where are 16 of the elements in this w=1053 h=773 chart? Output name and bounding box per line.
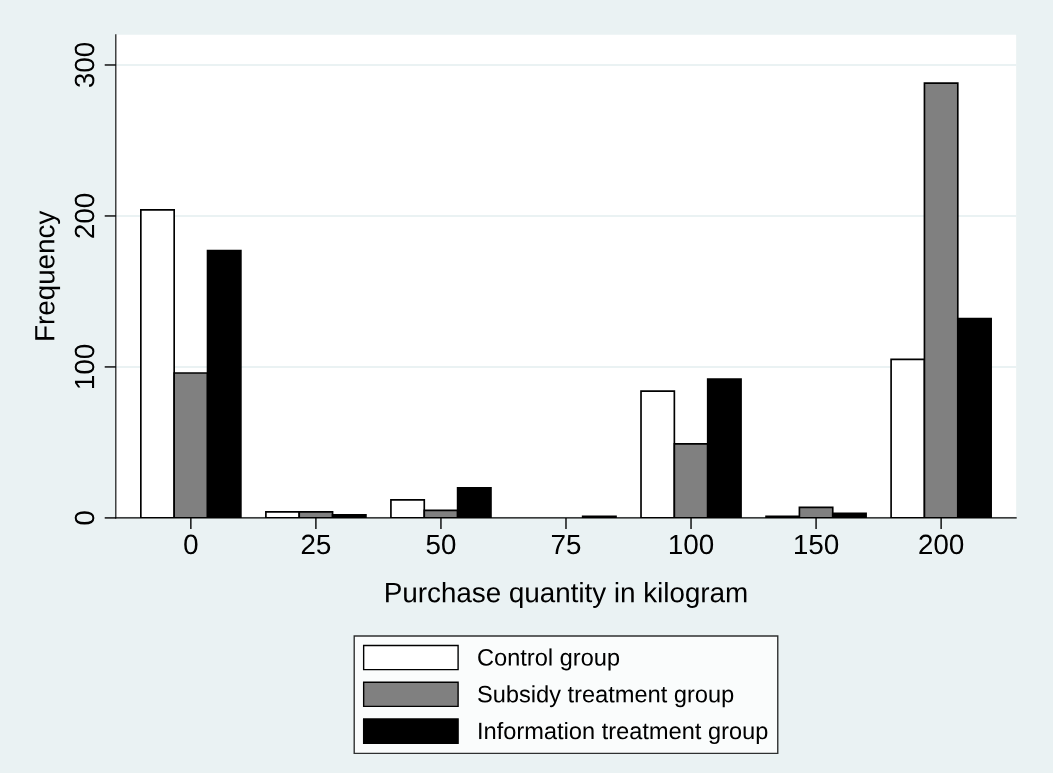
y-tick-label: 200 [74, 193, 95, 238]
y-tick-label: 100 [74, 344, 95, 388]
legend-label: Subsidy treatment group [478, 685, 734, 708]
x-tick-label: 0 [184, 534, 198, 555]
y-tick-label: 0 [74, 511, 95, 525]
legend-label: Information treatment group [479, 721, 768, 744]
y-tick-label: 300 [74, 42, 95, 88]
x-tick-label: 75 [551, 534, 581, 555]
x-tick-label: 200 [919, 534, 964, 555]
y-axis-title: Frequency [35, 210, 61, 340]
legend-label: Control group [478, 648, 620, 671]
x-tick-label: 50 [426, 534, 456, 555]
x-tick-label: 25 [301, 534, 331, 555]
x-axis-title: Purchase quantity in kilogram [386, 582, 747, 608]
x-tick-label: 100 [669, 534, 714, 555]
x-tick-label: 150 [795, 534, 839, 555]
